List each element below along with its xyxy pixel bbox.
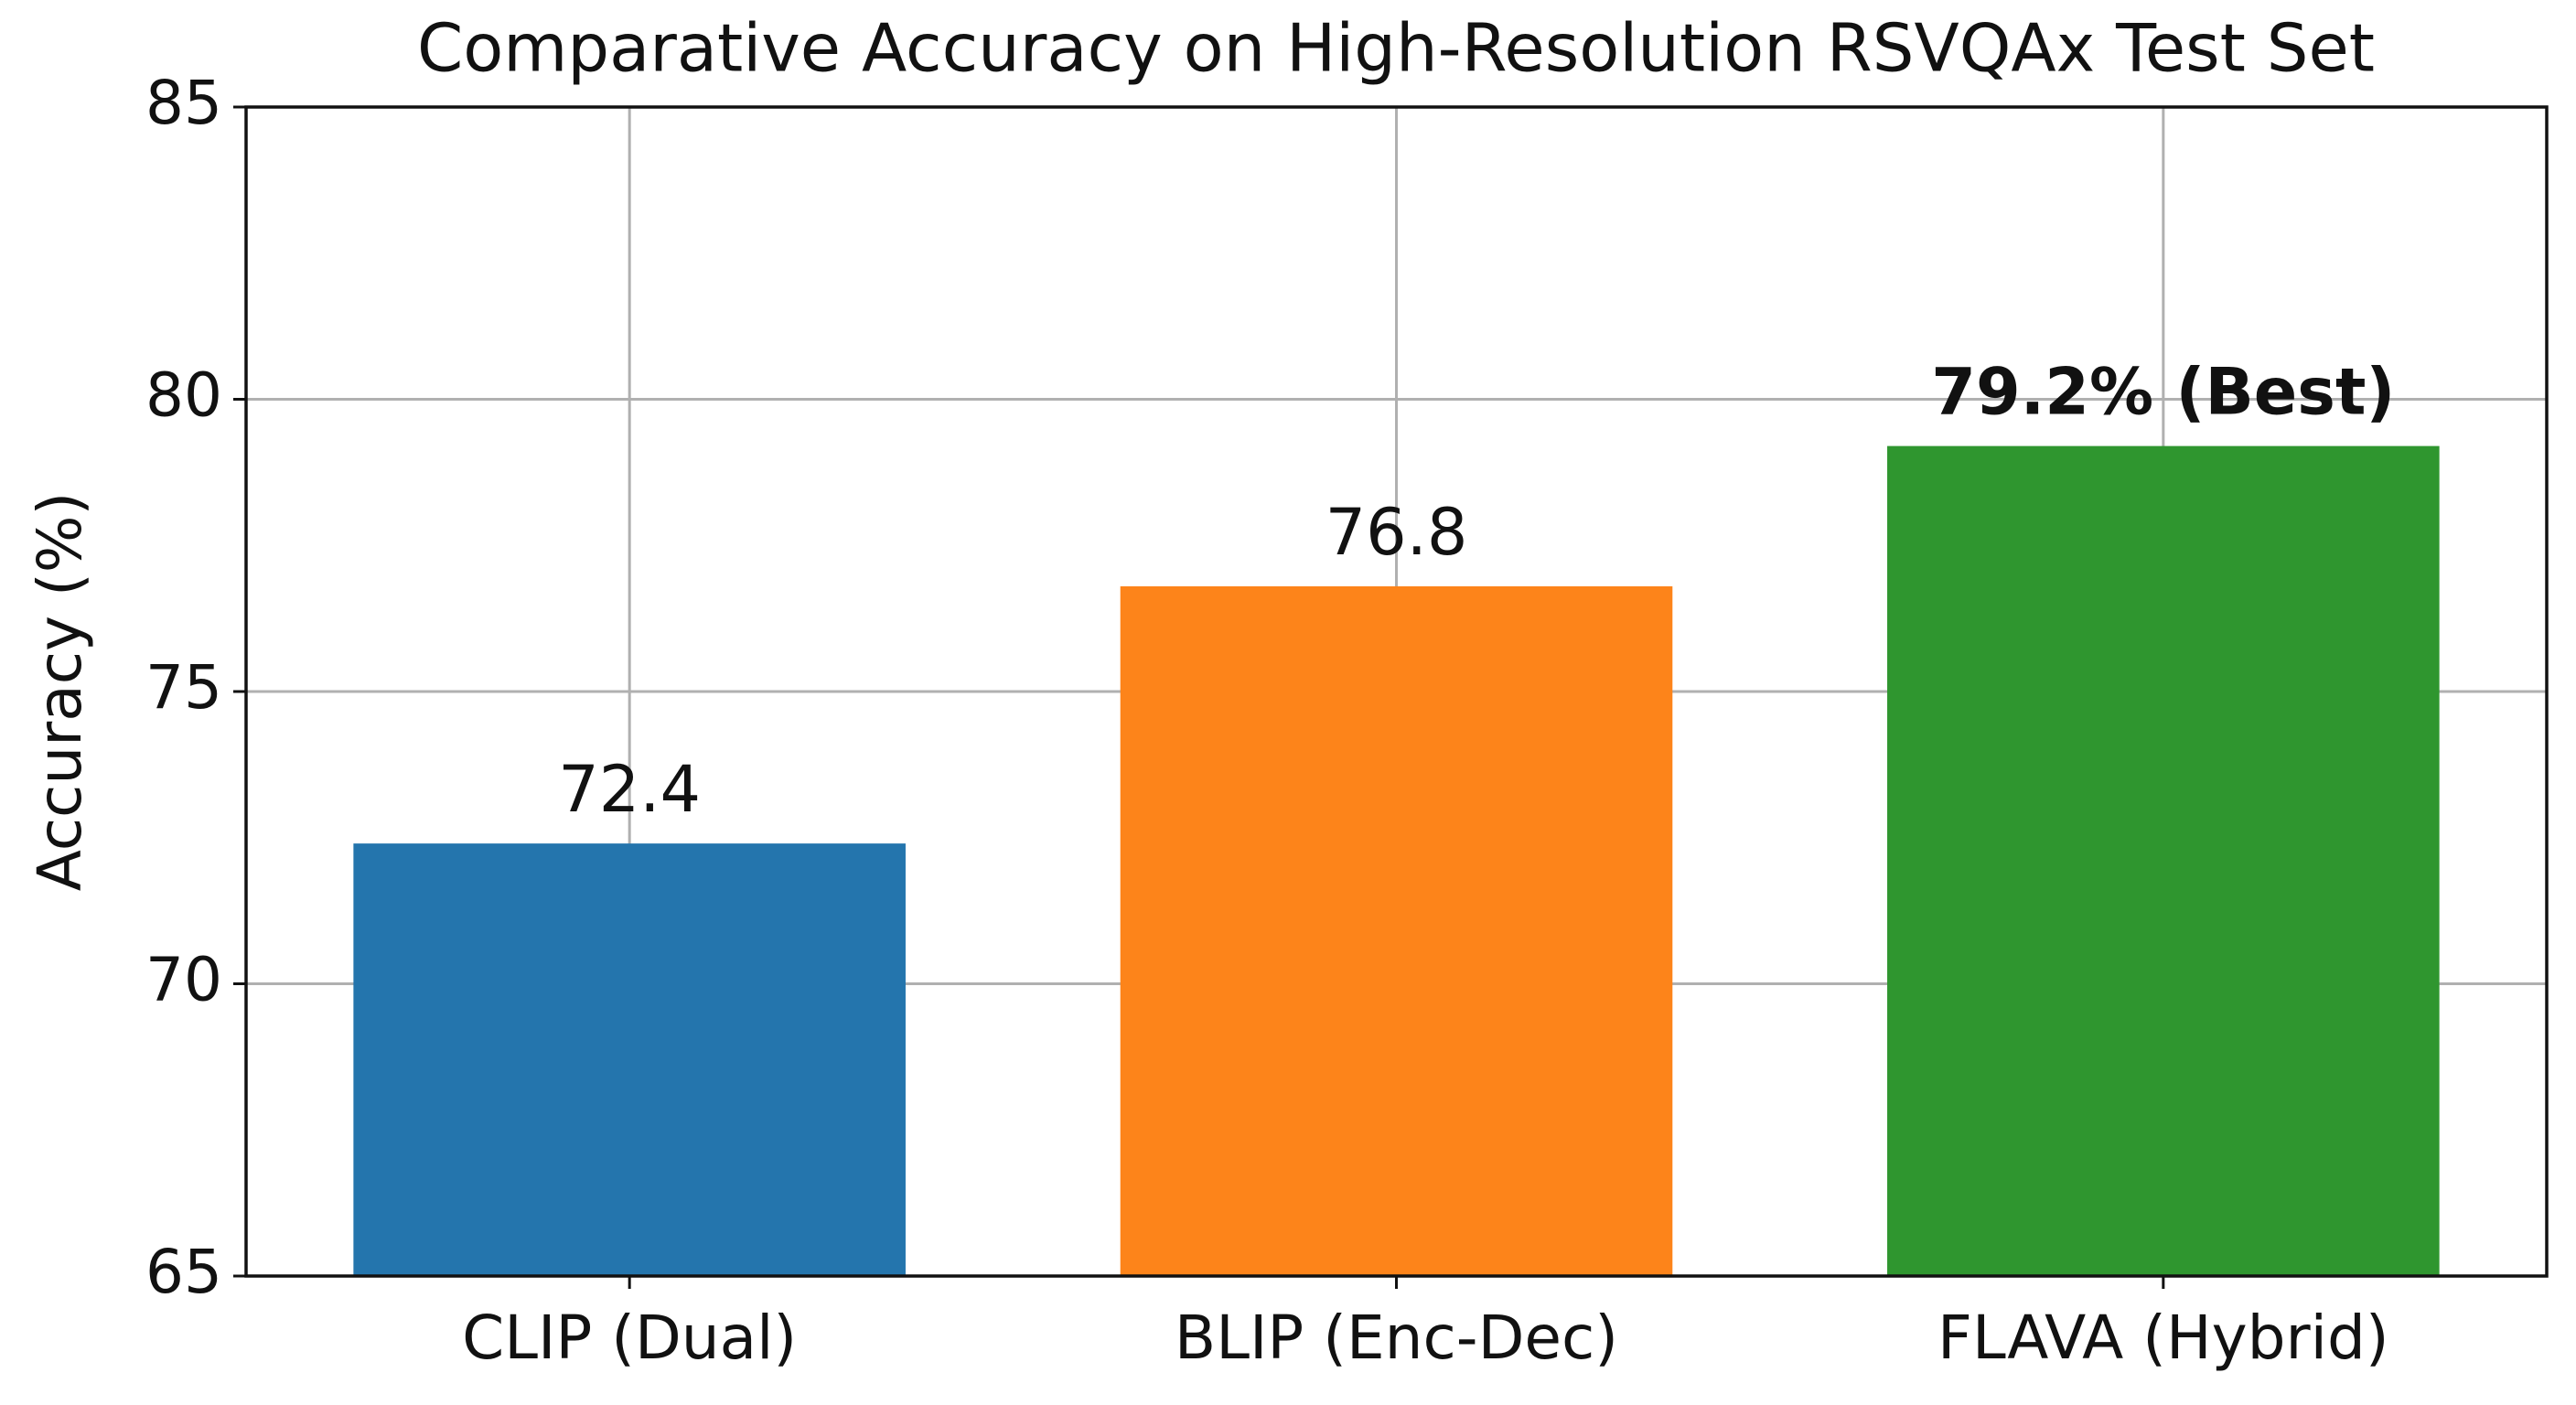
y-tick-label: 75 <box>145 652 222 723</box>
bar <box>353 843 906 1276</box>
data-label: 76.8 <box>1326 495 1468 570</box>
x-tick-label: CLIP (Dual) <box>462 1303 797 1373</box>
x-tick-label: FLAVA (Hybrid) <box>1937 1303 2389 1373</box>
y-tick-label: 70 <box>145 945 222 1015</box>
bar <box>1887 445 2440 1276</box>
chart-title: Comparative Accuracy on High-Resolution … <box>417 10 2375 87</box>
y-axis-label: Accuracy (%) <box>25 492 95 892</box>
x-tick-label: BLIP (Enc-Dec) <box>1175 1303 1618 1373</box>
data-label: 72.4 <box>558 752 701 827</box>
y-tick-label: 80 <box>145 360 222 431</box>
y-tick-label: 65 <box>145 1237 222 1307</box>
y-tick-label: 85 <box>145 68 222 138</box>
plot-frame <box>244 105 2549 1278</box>
bar <box>1120 585 1673 1276</box>
data-label: 79.2% (Best) <box>1931 355 2395 430</box>
